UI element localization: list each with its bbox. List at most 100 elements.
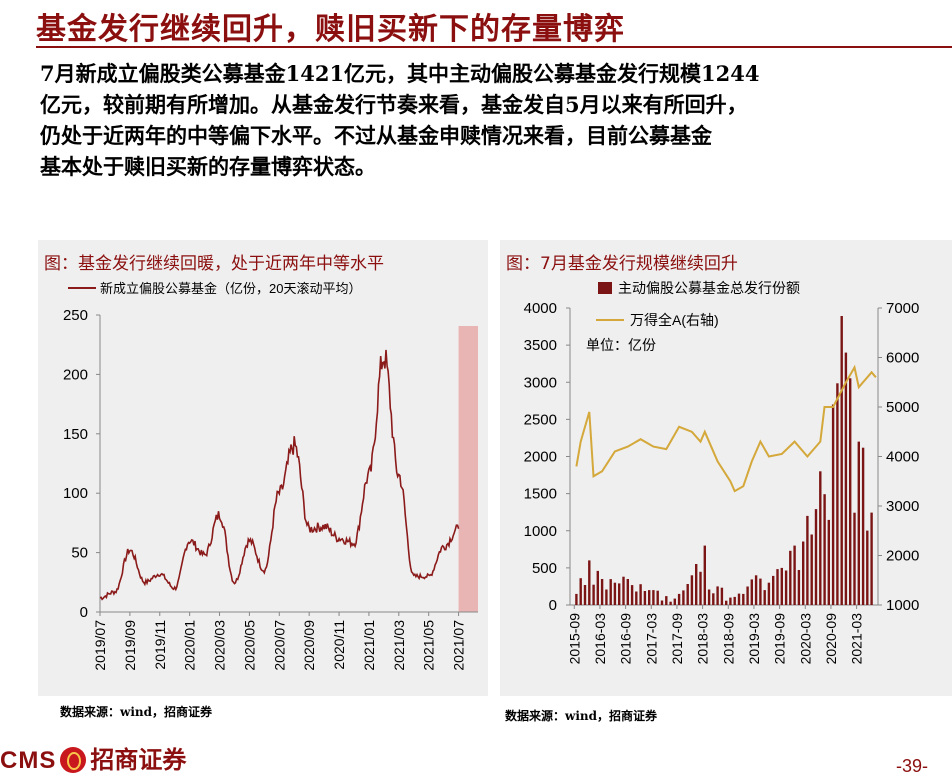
bar bbox=[870, 512, 873, 605]
bar bbox=[613, 582, 617, 605]
x-tick-label: 2015-09 bbox=[566, 613, 582, 665]
x-tick-label: 2017-03 bbox=[643, 613, 659, 665]
x-tick-label: 2020/07 bbox=[271, 620, 287, 671]
x-tick-label: 2019-03 bbox=[746, 613, 762, 665]
bar bbox=[622, 576, 625, 605]
right-y-tick-label: 6000 bbox=[886, 350, 919, 367]
bar bbox=[742, 593, 745, 605]
bar bbox=[780, 567, 783, 605]
bar bbox=[823, 494, 826, 605]
legend-label-bar: 主动偏股公募基金总发行份额 bbox=[618, 280, 800, 296]
bar bbox=[699, 571, 702, 605]
left-y-tick-label: 3000 bbox=[524, 374, 557, 391]
right-chart-panel: 主动偏股公募基金总发行份额 万得全A(右轴) 单位：亿份 0 500 1000 1500 20… bbox=[500, 240, 952, 696]
bar bbox=[583, 585, 587, 605]
bar bbox=[750, 579, 753, 605]
series-line bbox=[575, 364, 877, 493]
x-tick-label: 2018-03 bbox=[695, 613, 711, 665]
right-y-tick-label: 7000 bbox=[886, 300, 919, 317]
bar bbox=[836, 383, 839, 605]
bar bbox=[827, 519, 830, 605]
right-chart-title: 图：7月基金发行规模继续回升 bbox=[506, 254, 738, 274]
left-y-tick-label: 0 bbox=[549, 597, 557, 614]
bar bbox=[746, 586, 749, 605]
bar bbox=[609, 579, 612, 605]
x-tick-label: 2021/01 bbox=[361, 620, 377, 671]
x-tick-label: 2020/01 bbox=[182, 620, 198, 671]
left-chart-title: 图：基金发行继续回暖，处于近两年中等水平 bbox=[44, 254, 384, 274]
bar bbox=[793, 545, 796, 605]
x-tick-label: 2019/07 bbox=[92, 620, 108, 671]
bar bbox=[695, 564, 698, 605]
bar bbox=[643, 591, 647, 605]
bar bbox=[605, 589, 608, 605]
left-chart-panel: 新成立偏股公募基金（亿份，20天滚动平均） 0 50 100 150 200 250 2019… bbox=[38, 240, 488, 696]
x-tick-label: 2019/11 bbox=[152, 620, 168, 670]
bar bbox=[797, 570, 801, 605]
bar bbox=[652, 590, 655, 605]
bar bbox=[660, 600, 664, 605]
fund-issuance-line-chart: 新成立偏股公募基金（亿份，20天滚动平均） 0 50 100 150 200 250 2019… bbox=[63, 281, 478, 671]
bar bbox=[784, 570, 788, 605]
left-y-tick-label: 2000 bbox=[524, 449, 557, 466]
y-tick-label: 200 bbox=[63, 366, 88, 383]
x-tick-label: 2020/05 bbox=[241, 620, 257, 671]
bar bbox=[844, 352, 848, 605]
bar bbox=[772, 575, 775, 605]
bar bbox=[707, 589, 711, 605]
bar bbox=[635, 591, 638, 605]
bar bbox=[673, 598, 676, 605]
bar bbox=[720, 587, 724, 605]
bar bbox=[819, 471, 822, 605]
body-line: 7月新成立偏股类公募基金1421亿元，其中主动偏股公募基金发行规模1244 bbox=[40, 61, 760, 86]
title-divider bbox=[36, 46, 952, 48]
bar bbox=[814, 509, 818, 605]
right-chart-source: 数据来源：wind，招商证券 bbox=[505, 709, 658, 723]
page-title: 基金发行继续回升，赎旧买新下的存量博弈 bbox=[36, 12, 625, 47]
page-number: -39- bbox=[895, 756, 928, 776]
bar bbox=[575, 593, 578, 605]
bar bbox=[763, 590, 766, 605]
right-y-tick-label: 4000 bbox=[886, 449, 919, 466]
bar bbox=[665, 596, 668, 605]
left-y-tick-label: 3500 bbox=[524, 337, 557, 354]
bar bbox=[600, 579, 604, 605]
x-tick-label: 2018-09 bbox=[720, 613, 736, 665]
left-chart-source: 数据来源：wind，招商证券 bbox=[60, 705, 213, 719]
x-tick-label: 2020-09 bbox=[823, 613, 839, 665]
series-line bbox=[99, 349, 460, 601]
y-tick-label: 100 bbox=[63, 485, 88, 502]
bar bbox=[592, 584, 595, 605]
bar bbox=[849, 378, 852, 605]
bar bbox=[618, 583, 621, 605]
right-y-tick-label: 3000 bbox=[886, 498, 919, 515]
bar bbox=[703, 545, 706, 605]
legend-swatch-bar bbox=[598, 282, 612, 294]
left-y-tick-label: 1000 bbox=[524, 523, 557, 540]
bar bbox=[789, 550, 792, 605]
highlight-region bbox=[458, 326, 478, 612]
bar bbox=[639, 584, 642, 605]
bar bbox=[810, 534, 813, 605]
bar bbox=[754, 575, 758, 605]
bar bbox=[630, 585, 634, 605]
bar bbox=[733, 596, 736, 605]
right-y-tick-label: 5000 bbox=[886, 399, 919, 416]
bar bbox=[716, 586, 719, 605]
body-line: 基本处于赎旧买新的存量博弈状态。 bbox=[40, 154, 376, 179]
legend-label: 新成立偏股公募基金（亿份，20天滚动平均） bbox=[100, 281, 361, 296]
body-paragraph: 7月新成立偏股类公募基金1421亿元，其中主动偏股公募基金发行规模1244 亿元… bbox=[40, 58, 945, 182]
bar bbox=[729, 597, 732, 605]
x-tick-label: 2017-09 bbox=[669, 613, 685, 665]
x-tick-label: 2021/05 bbox=[421, 620, 437, 671]
x-tick-label: 2021/07 bbox=[451, 620, 467, 671]
bar bbox=[596, 570, 599, 605]
bar bbox=[579, 578, 582, 605]
bar bbox=[840, 316, 843, 605]
bar bbox=[677, 593, 681, 605]
x-tick-label: 2020/11 bbox=[331, 620, 347, 670]
bar bbox=[857, 441, 860, 605]
bar bbox=[737, 593, 741, 605]
y-tick-label: 250 bbox=[63, 307, 88, 324]
